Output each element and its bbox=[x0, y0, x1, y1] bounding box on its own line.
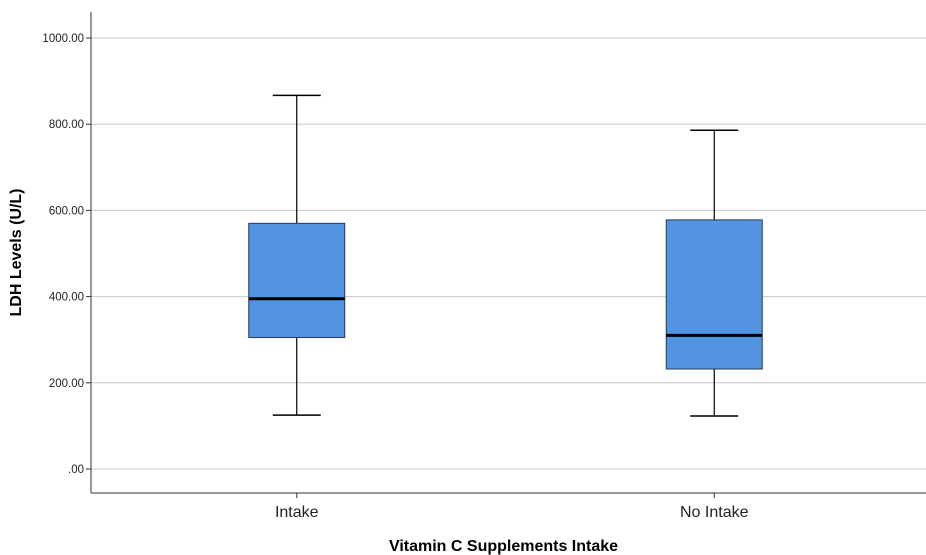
x-tick-label: No Intake bbox=[680, 504, 749, 521]
y-tick-label: 1000.00 bbox=[42, 33, 84, 45]
iqr-box bbox=[665, 219, 763, 370]
x-axis-title: Vitamin C Supplements Intake bbox=[389, 538, 618, 555]
y-tick-label: 800.00 bbox=[49, 119, 84, 131]
y-tick-label: 600.00 bbox=[49, 205, 84, 217]
boxes bbox=[248, 94, 763, 417]
y-axis-title: LDH Levels (U/L) bbox=[8, 188, 25, 316]
box-no-intake bbox=[665, 129, 763, 417]
y-tick-label: 400.00 bbox=[49, 292, 84, 304]
gridlines bbox=[91, 37, 926, 470]
y-tick-label: 200.00 bbox=[49, 378, 84, 390]
box-intake bbox=[248, 94, 346, 416]
y-tick-label: .00 bbox=[68, 464, 84, 476]
x-tick-label: Intake bbox=[275, 504, 319, 521]
x-axis-ticks: Intake No Intake bbox=[275, 493, 749, 521]
iqr-box bbox=[248, 222, 346, 339]
y-axis-ticks: .00 200.00 400.00 600.00 800.00 1000.00 bbox=[42, 33, 91, 476]
